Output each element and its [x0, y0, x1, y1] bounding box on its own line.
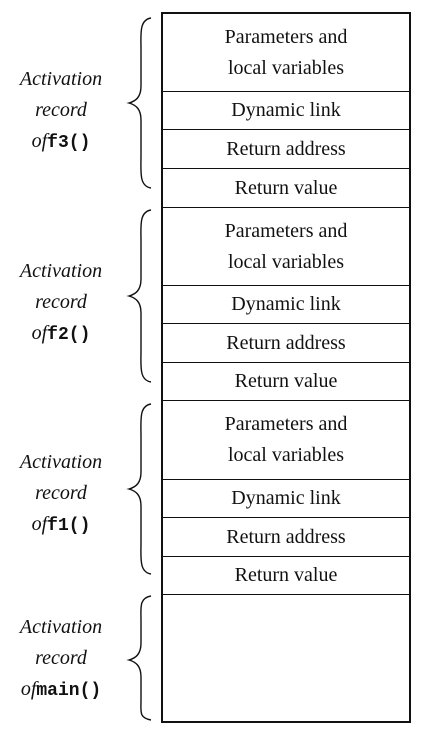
label-of-line: ofmain() — [0, 674, 122, 707]
f3-dynamic-link-cell: Dynamic link — [163, 92, 409, 130]
label-activation: Activation — [19, 68, 103, 90]
return-value-text: Return value — [234, 564, 338, 586]
label-record: record — [35, 482, 87, 504]
label-of-line: off3() — [0, 126, 122, 159]
dynamic-link-text: Dynamic link — [231, 99, 341, 121]
return-value-text: Return value — [234, 176, 338, 199]
params-line1: Parameters and — [224, 219, 348, 242]
params-line2: local variables — [227, 56, 345, 79]
function-name: f2() — [47, 325, 91, 345]
label-of: of — [20, 678, 37, 700]
function-name: f3() — [47, 133, 91, 153]
return-value-text: Return value — [234, 370, 338, 392]
function-name: f1() — [47, 516, 91, 536]
dynamic-link-text: Dynamic link — [231, 293, 341, 315]
brace-f1 — [126, 403, 152, 575]
runtime-stack: Parameters and local variables Dynamic l… — [161, 12, 411, 723]
params-line1: Parameters and — [224, 25, 348, 48]
f2-parameters-cell: Parameters and local variables — [163, 208, 409, 286]
label-activation: Activation — [19, 616, 103, 638]
dynamic-link-text: Dynamic link — [231, 487, 341, 509]
label-of: of — [31, 322, 48, 344]
activation-record-label-f1: Activation record off1() — [0, 447, 122, 542]
f1-return-address-cell: Return address — [163, 518, 409, 557]
params-line1: Parameters and — [224, 413, 348, 435]
label-of: of — [31, 513, 48, 535]
label-record: record — [35, 291, 87, 313]
f3-return-address-cell: Return address — [163, 130, 409, 169]
activation-record-label-f3: Activation record off3() — [0, 64, 122, 159]
label-of-line: off2() — [0, 318, 122, 351]
brace-f2 — [126, 209, 152, 383]
label-of: of — [31, 130, 48, 152]
label-activation: Activation — [19, 260, 103, 282]
f1-dynamic-link-cell: Dynamic link — [163, 480, 409, 518]
params-line2: local variables — [227, 250, 345, 273]
activation-record-label-f2: Activation record off2() — [0, 256, 122, 351]
label-of-line: off1() — [0, 509, 122, 542]
main-record-area — [163, 595, 409, 721]
return-address-text: Return address — [226, 525, 346, 548]
function-name: main() — [36, 681, 102, 701]
label-activation: Activation — [19, 451, 103, 473]
activation-record-label-main: Activation record ofmain() — [0, 612, 122, 707]
label-record: record — [35, 99, 87, 121]
label-record: record — [35, 647, 87, 669]
brace-f3 — [126, 17, 152, 189]
f1-return-value-cell: Return value — [163, 557, 409, 595]
f3-parameters-cell: Parameters and local variables — [163, 14, 409, 92]
brace-main — [126, 595, 152, 721]
f2-return-address-cell: Return address — [163, 324, 409, 363]
f3-return-value-cell: Return value — [163, 169, 409, 208]
params-line2: local variables — [227, 444, 345, 466]
return-address-text: Return address — [226, 137, 346, 160]
return-address-text: Return address — [226, 331, 346, 354]
f2-return-value-cell: Return value — [163, 363, 409, 401]
f1-parameters-cell: Parameters and local variables — [163, 401, 409, 480]
f2-dynamic-link-cell: Dynamic link — [163, 286, 409, 324]
